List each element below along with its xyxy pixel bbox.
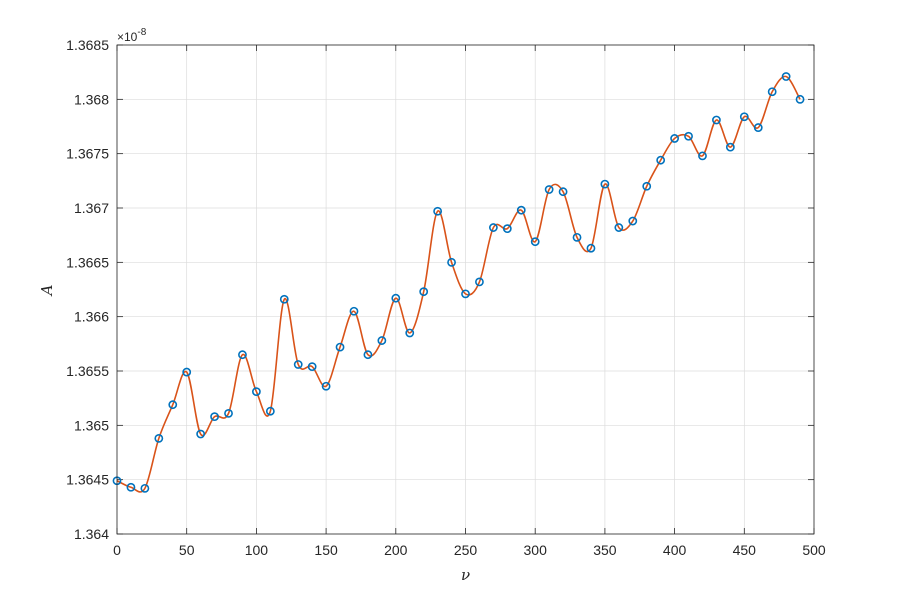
y-tick-label: 1.367	[74, 200, 109, 216]
x-tick-label: 50	[179, 542, 195, 558]
data-point-marker	[251, 387, 261, 397]
y-tick-label: 1.364	[74, 526, 109, 542]
data-point-marker	[168, 400, 178, 410]
x-tick-label: 0	[113, 542, 121, 558]
y-tick-label: 1.3645	[66, 472, 109, 488]
y-exponent-prefix: ×10	[117, 30, 138, 44]
data-point-marker	[767, 87, 777, 97]
series-markers	[112, 72, 805, 493]
data-point-marker	[544, 185, 554, 194]
data-point-marker	[684, 131, 693, 141]
data-point-marker	[656, 155, 666, 165]
data-point-marker	[586, 243, 596, 253]
x-axis-label: ν	[461, 566, 470, 584]
data-point-marker	[502, 224, 512, 234]
x-tick-label: 200	[384, 542, 408, 558]
y-tick-label: 1.365	[74, 417, 109, 433]
y-exponent-value: -8	[137, 27, 146, 38]
data-point-marker	[377, 336, 387, 345]
data-point-marker	[670, 134, 679, 143]
data-point-marker	[154, 433, 164, 443]
y-axis-label: A	[38, 284, 56, 297]
y-tick-label: 1.366	[74, 309, 109, 325]
data-point-marker	[196, 429, 206, 439]
data-point-marker	[363, 350, 373, 360]
data-point-marker	[293, 360, 303, 369]
x-tick-label: 250	[454, 542, 478, 558]
x-tick-label: 450	[733, 542, 757, 558]
y-tick-labels: 1.364 1.3645 1.365 1.3655 1.366 1.3665 1.367 1.…	[66, 37, 109, 542]
data-point-marker	[628, 216, 638, 226]
x-tick-label: 400	[663, 542, 687, 558]
x-tick-label: 350	[593, 542, 617, 558]
data-point-marker	[739, 112, 749, 122]
data-point-marker	[182, 367, 192, 377]
data-point-marker	[307, 362, 317, 372]
data-point-marker	[572, 232, 582, 242]
data-point-marker	[698, 151, 707, 161]
x-tick-label: 100	[245, 542, 269, 558]
x-tick-label: 150	[314, 542, 338, 558]
data-point-marker	[530, 237, 540, 247]
data-point-marker	[279, 294, 289, 304]
data-point-marker	[461, 289, 470, 299]
y-tick-label: 1.368	[74, 91, 109, 107]
y-tick-label: 1.3665	[66, 254, 109, 270]
data-point-marker	[224, 408, 233, 418]
data-point-marker	[140, 483, 150, 493]
x-tick-label: 300	[524, 542, 548, 558]
data-point-marker	[558, 187, 568, 197]
data-point-marker	[753, 123, 763, 132]
y-tick-label: 1.3675	[66, 146, 109, 162]
data-point-marker	[321, 381, 331, 391]
data-point-marker	[126, 482, 136, 492]
data-point-marker	[210, 412, 219, 422]
data-point-marker	[447, 257, 456, 267]
data-point-marker	[516, 205, 526, 215]
x-tick-label: 500	[802, 542, 826, 558]
data-point-marker	[391, 293, 401, 303]
data-point-marker	[405, 328, 415, 338]
y-exponent-label: ×10-8	[117, 27, 147, 44]
x-tick-labels: 0 50 100 150 200 250 300 350 400 450 500	[113, 542, 826, 558]
y-tick-label: 1.3655	[66, 363, 109, 379]
data-point-marker	[475, 277, 484, 287]
data-point-marker	[265, 406, 275, 416]
data-point-marker	[642, 181, 652, 191]
plot-frame	[116, 44, 815, 535]
data-point-marker	[335, 342, 345, 352]
data-point-marker	[614, 223, 624, 232]
data-point-marker	[433, 206, 443, 216]
data-point-marker	[488, 223, 498, 232]
data-point-marker	[600, 179, 610, 189]
data-point-marker	[781, 72, 791, 81]
y-tick-label: 1.3685	[66, 37, 109, 53]
data-point-marker	[725, 142, 735, 152]
data-point-marker	[349, 306, 359, 316]
data-point-marker	[712, 115, 721, 125]
data-point-marker	[238, 350, 247, 360]
data-point-marker	[419, 287, 429, 297]
data-point-marker	[795, 94, 805, 104]
